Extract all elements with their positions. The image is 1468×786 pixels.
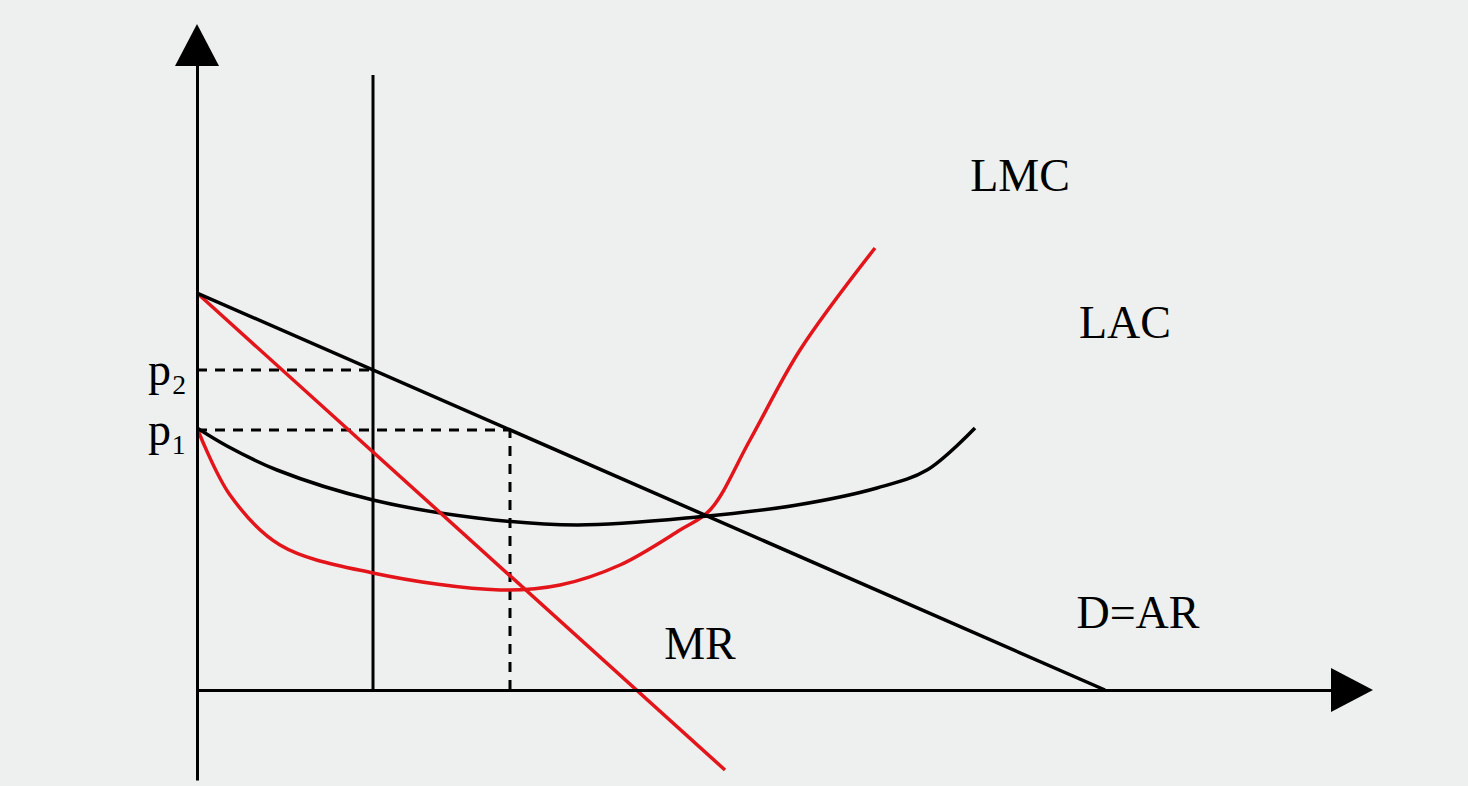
series-line bbox=[197, 293, 1105, 690]
tick-label: p₂ bbox=[148, 344, 187, 395]
y-axis: p₁ p₂ bbox=[148, 41, 198, 781]
plot-area bbox=[197, 75, 1105, 770]
curve-label: LMC bbox=[970, 150, 1070, 201]
reference-line bbox=[372, 75, 375, 690]
series-line bbox=[197, 248, 875, 590]
tick: p₁ bbox=[148, 404, 197, 455]
x-axis bbox=[198, 690, 1358, 691]
reference-line bbox=[509, 430, 512, 690]
curve-label: LAC bbox=[1079, 297, 1171, 348]
curve-label: D=AR bbox=[1076, 587, 1199, 638]
chart: p₁ p₂ LMC LAC MR D=AR bbox=[0, 0, 1468, 786]
series-line bbox=[197, 428, 975, 525]
curve-labels: LMC LAC MR D=AR bbox=[664, 150, 1200, 669]
series-line bbox=[197, 293, 725, 770]
background bbox=[0, 0, 1468, 786]
axis-arrow bbox=[175, 24, 219, 66]
axis-line bbox=[198, 689, 1358, 692]
axis-arrow bbox=[1331, 668, 1373, 712]
curve-label: MR bbox=[664, 618, 736, 669]
tick: p₂ bbox=[148, 344, 197, 395]
tick-label: p₁ bbox=[148, 404, 187, 455]
axis-line bbox=[196, 41, 199, 781]
reference-line bbox=[197, 429, 510, 432]
